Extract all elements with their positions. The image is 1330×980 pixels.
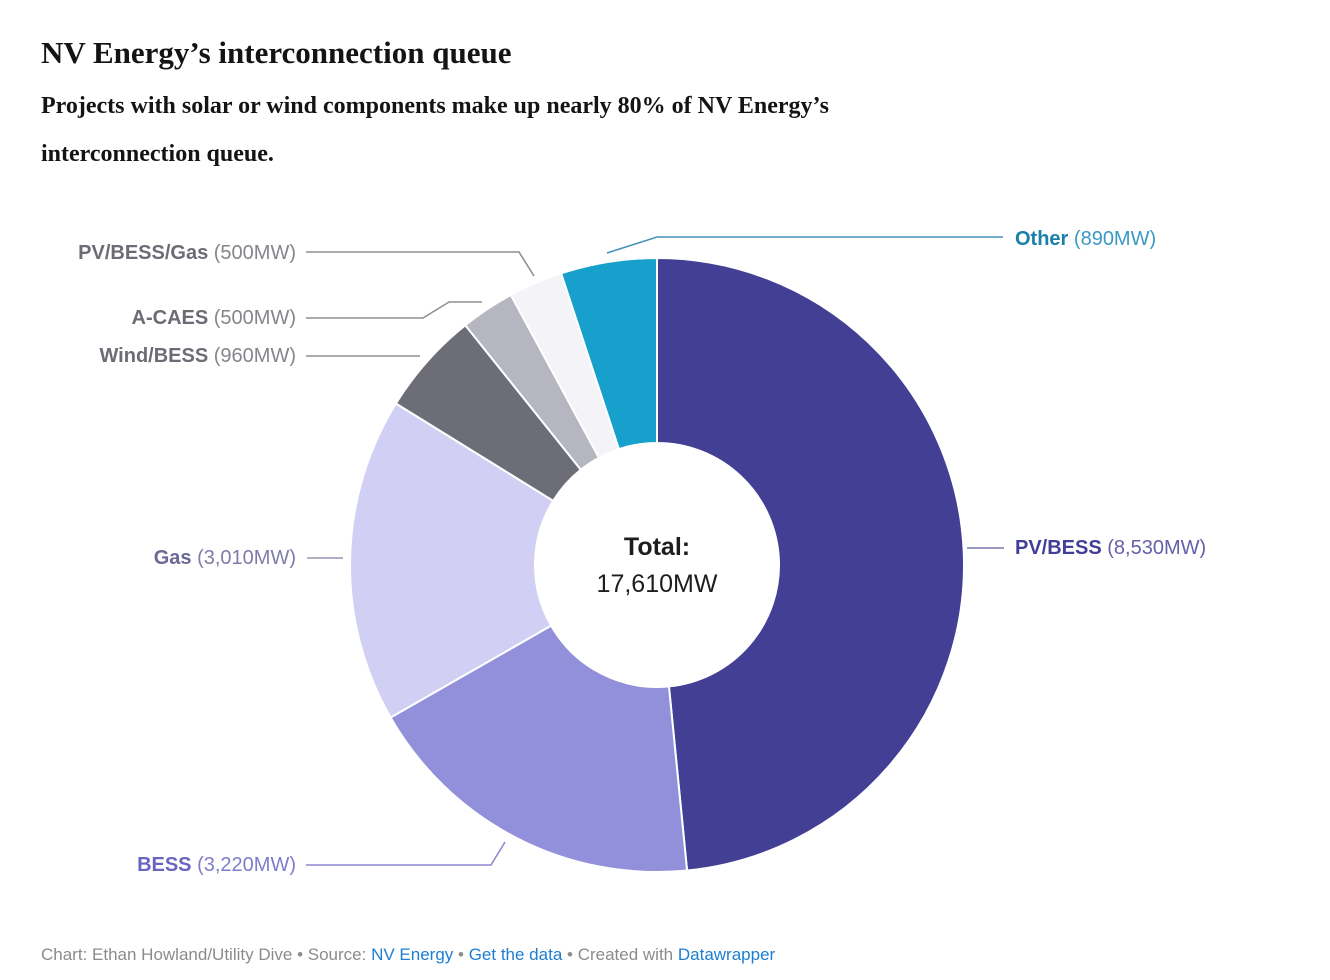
slice-name: Wind/BESS xyxy=(99,345,209,367)
source-link[interactable]: NV Energy xyxy=(371,945,454,964)
slice-value: (8,530MW) xyxy=(1107,537,1207,559)
donut-center-total: Total: 17,610MW xyxy=(507,529,807,603)
slice-value: (890MW) xyxy=(1073,228,1157,250)
datawrapper-link[interactable]: Datawrapper xyxy=(677,945,776,964)
leader-line-pv-bess-gas xyxy=(306,251,535,277)
slice-value: (3,220MW) xyxy=(197,854,296,876)
page-title: NV Energy’s interconnection queue xyxy=(41,34,512,70)
slice-label-wind-bess: Wind/BESS (960MW) xyxy=(41,344,296,368)
bullet: • xyxy=(567,945,573,964)
total-value: 17,610MW xyxy=(596,570,718,598)
slice-name: PV/BESS/Gas xyxy=(78,242,209,264)
slice-label-a-caes: A-CAES (500MW) xyxy=(41,306,296,330)
slice-label-pv-bess-gas: PV/BESS/Gas (500MW) xyxy=(41,241,296,265)
slice-name: PV/BESS xyxy=(1015,537,1102,559)
pie-slice-pv-bess[interactable] xyxy=(656,256,965,872)
slice-label-gas: Gas (3,010MW) xyxy=(41,546,296,570)
slice-name: BESS xyxy=(137,854,192,876)
slice-value: (500MW) xyxy=(213,307,296,329)
bullet: • xyxy=(297,945,304,964)
pie-slice-gas[interactable] xyxy=(349,402,555,719)
chart-subtitle: Projects with solar or wind components m… xyxy=(41,82,829,178)
slice-name: Other xyxy=(1015,228,1069,250)
created-with-label: Created with xyxy=(577,945,674,964)
source-label: Source: xyxy=(307,945,367,964)
chart-footer: Chart: Ethan Howland/Utility Dive • Sour… xyxy=(41,945,775,965)
subtitle-line-1: Projects with solar or wind components m… xyxy=(41,93,829,119)
slice-value: (3,010MW) xyxy=(197,547,296,569)
slice-value: (500MW) xyxy=(213,242,296,264)
leader-line-a-caes xyxy=(306,301,482,319)
chart-credit: Chart: Ethan Howland/Utility Dive xyxy=(41,945,293,964)
pie-slice-bess[interactable] xyxy=(389,624,689,873)
slice-label-bess: BESS (3,220MW) xyxy=(41,853,296,877)
slice-value: (960MW) xyxy=(213,345,296,367)
leader-line-bess xyxy=(306,841,506,866)
slice-label-other: Other (890MW) xyxy=(1015,227,1156,251)
slice-name: Gas xyxy=(153,547,192,569)
pie-slice-other[interactable] xyxy=(559,256,658,451)
bullet: • xyxy=(458,945,464,964)
subtitle-line-2: interconnection queue. xyxy=(41,141,274,167)
slice-name: A-CAES xyxy=(131,307,209,329)
slice-label-pv-bess: PV/BESS (8,530MW) xyxy=(1015,536,1206,560)
total-label: Total: xyxy=(623,533,691,561)
leader-line-other xyxy=(606,236,1003,254)
get-the-data-link[interactable]: Get the data xyxy=(468,945,563,964)
